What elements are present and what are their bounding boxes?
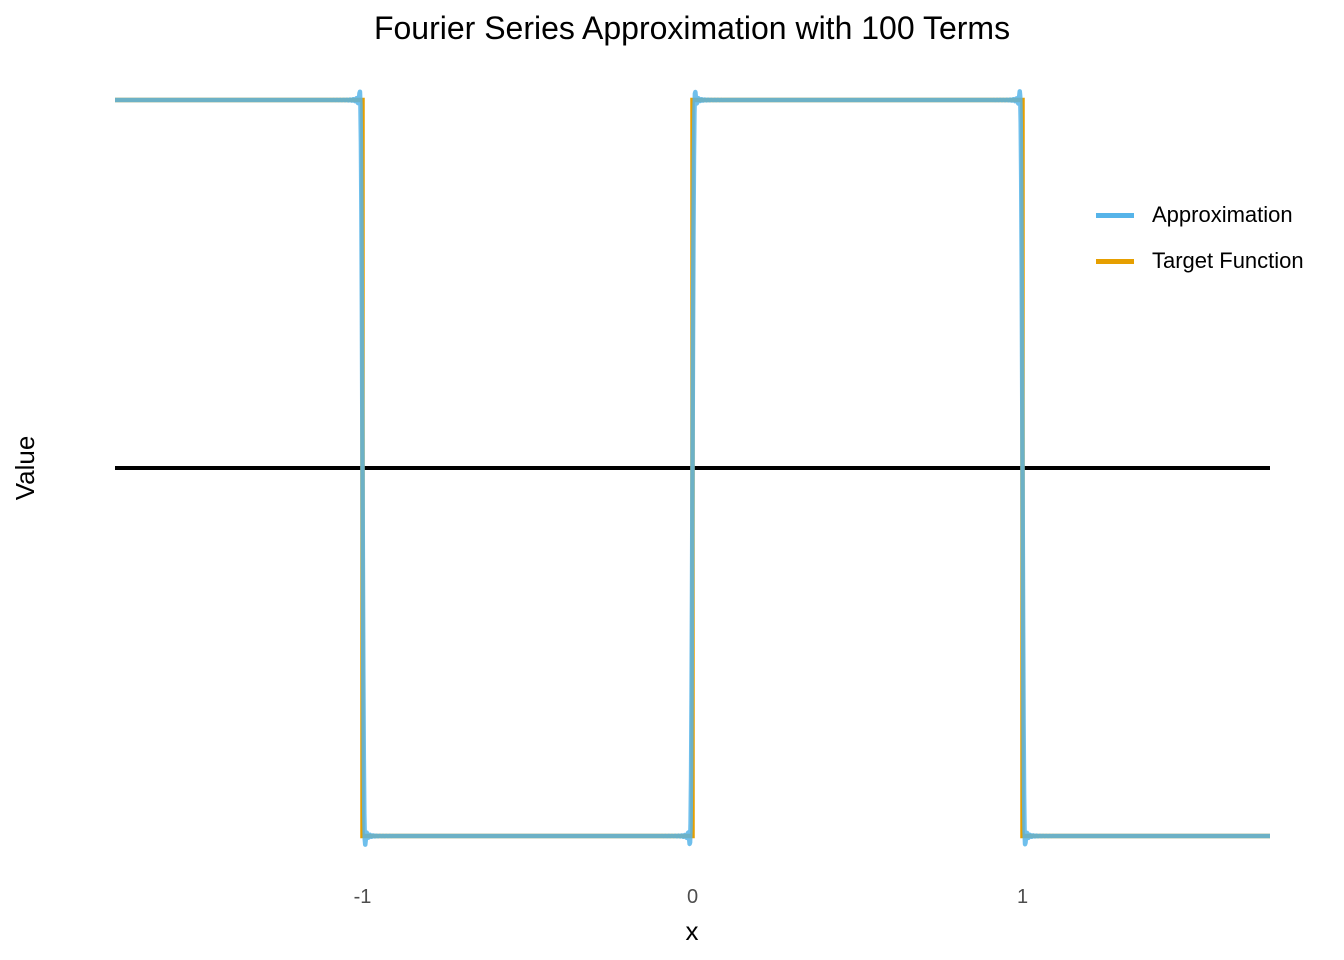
- legend-item-approximation: Approximation: [1096, 192, 1304, 238]
- x-tick-label: 1: [1016, 886, 1029, 908]
- legend-key-target-function: [1096, 258, 1134, 264]
- legend-item-target-function: Target Function: [1096, 238, 1304, 284]
- series-approximation: [113, 89, 1272, 847]
- legend-label-approximation: Approximation: [1152, 202, 1293, 227]
- x-tick-label: 0: [686, 886, 699, 908]
- legend: Approximation Target Function: [1096, 192, 1304, 284]
- x-axis-label: x: [685, 916, 699, 946]
- chart-title: Fourier Series Approximation with 100 Te…: [373, 10, 1011, 46]
- legend-key-approximation: [1096, 212, 1134, 218]
- y-axis-label: Value: [10, 435, 40, 501]
- x-tick-label: -1: [353, 886, 372, 908]
- legend-label-target-function: Target Function: [1152, 248, 1304, 273]
